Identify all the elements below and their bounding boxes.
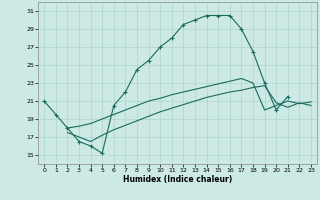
X-axis label: Humidex (Indice chaleur): Humidex (Indice chaleur) [123, 175, 232, 184]
